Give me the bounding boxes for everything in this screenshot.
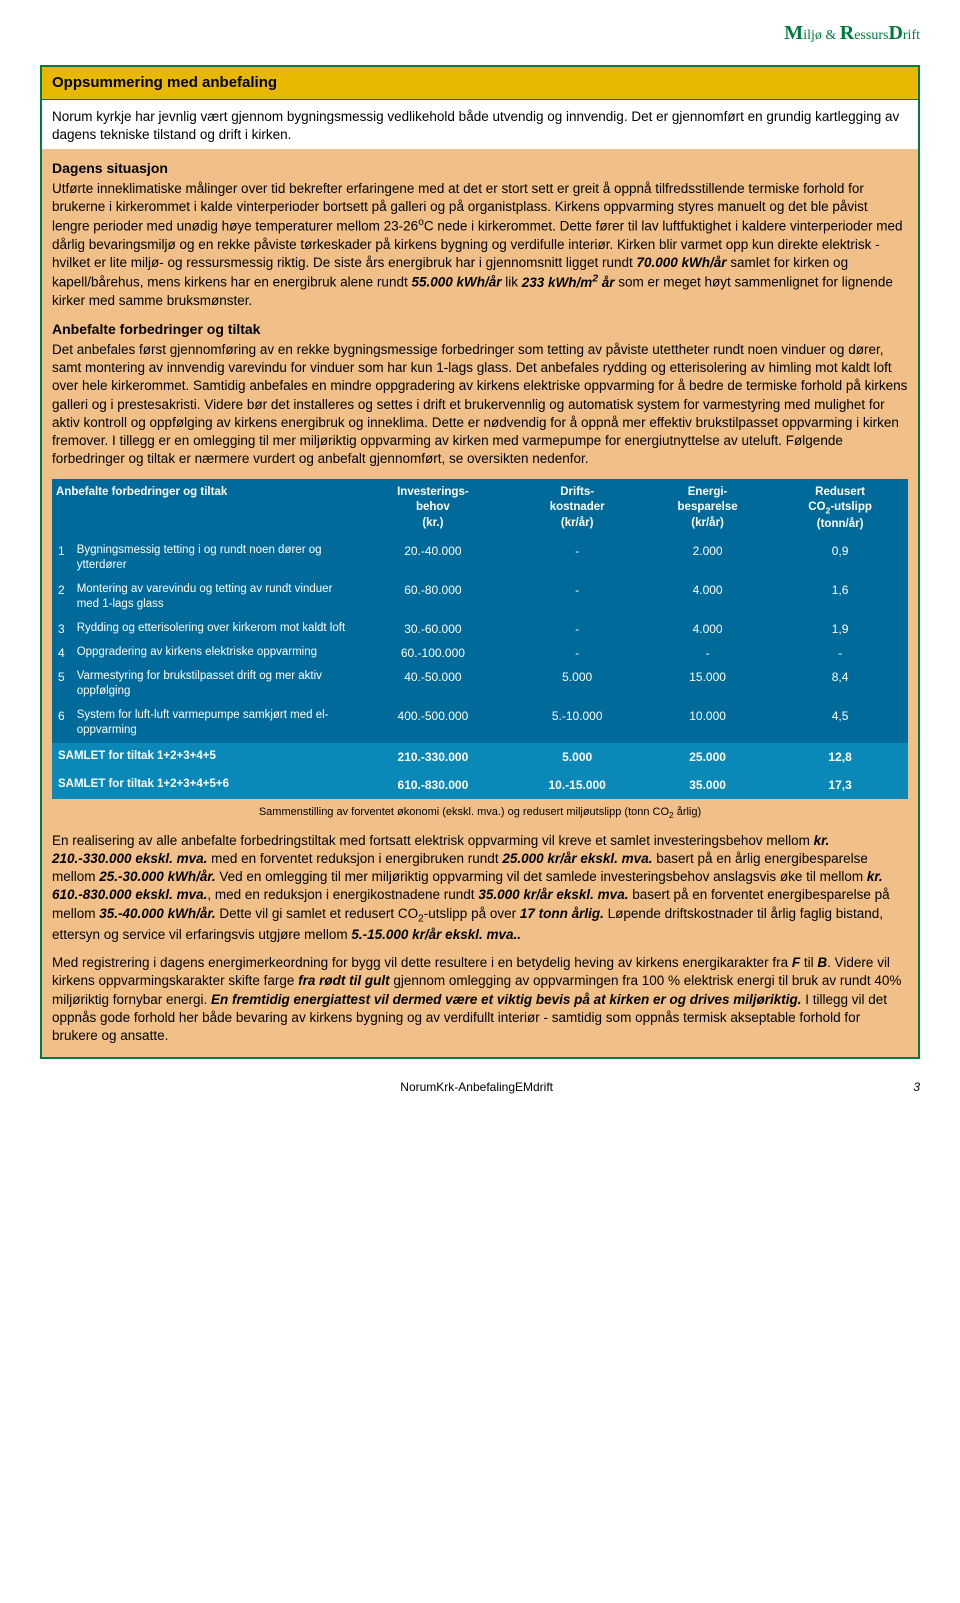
paragraph-energy-rating: Med registrering i dagens energimerkeord… xyxy=(52,954,908,1045)
paragraph-recommendations: Det anbefales først gjennomføring av en … xyxy=(52,341,908,469)
body-content: Dagens situasjon Utførte inneklimatiske … xyxy=(42,149,918,1058)
table-header: Investerings-behov(kr.) xyxy=(354,479,511,539)
recommendations-table: Anbefalte forbedringer og tiltakInvester… xyxy=(52,479,908,800)
table-header: Anbefalte forbedringer og tiltak xyxy=(52,479,354,539)
paragraph-economy: En realisering av alle anbefalte forbedr… xyxy=(52,832,908,944)
table-row: 2Montering av varevindu og tetting av ru… xyxy=(52,578,908,617)
page-number: 3 xyxy=(913,1079,920,1095)
table-header: RedusertCO2-utslipp(tonn/år) xyxy=(772,479,908,539)
table-row: 3Rydding og etterisolering over kirkerom… xyxy=(52,617,908,641)
table-sum-row: SAMLET for tiltak 1+2+3+4+5+6610.-830.00… xyxy=(52,771,908,799)
table-caption: Sammenstilling av forventet økonomi (eks… xyxy=(52,805,908,821)
subheading-situation: Dagens situasjon xyxy=(52,159,908,178)
table-header: Drifts-kostnader(kr/år) xyxy=(511,479,643,539)
table-row: 6System for luft-luft varmepumpe samkjør… xyxy=(52,704,908,743)
paragraph-situation: Utførte inneklimatiske målinger over tid… xyxy=(52,180,908,311)
subheading-recommendations: Anbefalte forbedringer og tiltak xyxy=(52,320,908,339)
table-sum-row: SAMLET for tiltak 1+2+3+4+5210.-330.0005… xyxy=(52,743,908,771)
section-title: Oppsummering med anbefaling xyxy=(42,67,918,100)
table-row: 4Oppgradering av kirkens elektriske oppv… xyxy=(52,641,908,665)
intro-text: Norum kyrkje har jevnlig vært gjennom by… xyxy=(42,100,918,148)
table-row: 1Bygningsmessig tetting i og rundt noen … xyxy=(52,539,908,578)
main-content-box: Oppsummering med anbefaling Norum kyrkje… xyxy=(40,65,920,1059)
table-row: 5Varmestyring for brukstilpasset drift o… xyxy=(52,665,908,704)
brand-logo: Miljø & RessursDrift xyxy=(40,20,920,47)
footer-doc-name: NorumKrk-AnbefalingEMdrift xyxy=(400,1080,553,1094)
table-header: Energi-besparelse(kr/år) xyxy=(643,479,772,539)
page-footer: NorumKrk-AnbefalingEMdrift 3 xyxy=(40,1079,920,1095)
